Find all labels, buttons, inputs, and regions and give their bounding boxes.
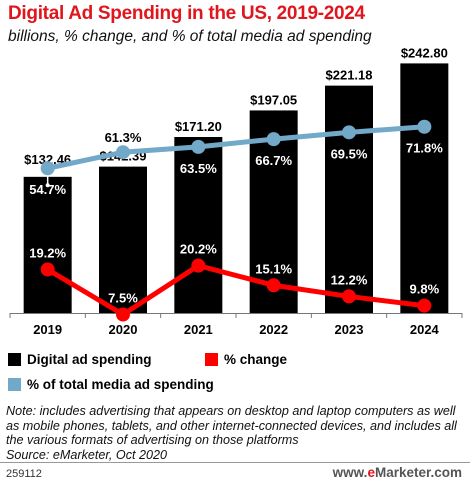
legend-label: Digital ad spending [27,352,152,367]
note-text: Note: includes advertising that appears … [6,404,457,447]
share-value-label-2021: 63.5% [180,161,217,176]
share-point-2021 [191,139,206,154]
bar-2019 [23,176,72,313]
legend-label: % change [224,352,288,367]
share-value-label-2022: 66.7% [255,153,292,168]
x-tick-label-2020: 2020 [109,322,138,337]
note-source: Source: eMarketer, Oct 2020 [6,447,168,462]
change-value-label-2022: 15.1% [255,261,292,276]
bar-value-label-2021: $171.20 [175,119,222,134]
share-value-label-2019: 54.7% [29,182,66,197]
chart-id: 259112 [6,468,42,480]
change-value-label-2020: 7.5% [108,291,138,306]
x-tick-label-2024: 2024 [410,322,440,337]
x-tick-label-2019: 2019 [33,322,62,337]
change-point-2022 [266,278,281,293]
bar-2020 [99,166,147,313]
share-line [47,124,425,171]
legend-swatch-blue [8,378,21,391]
chart-subtitle: billions, % change, and % of total media… [8,28,372,45]
share-value-label-2024: 71.8% [406,141,443,156]
footer-divider [0,462,470,463]
bar-2023 [325,85,373,314]
legend-item-percent-total-media: % of total media ad spending [8,377,214,392]
brand-e: e [367,465,375,480]
x-tick-label-2021: 2021 [184,322,213,337]
chart-title: Digital Ad Spending in the US, 2019-2024 [8,3,365,24]
legend-swatch-black [8,353,21,366]
change-value-label-2021: 20.2% [180,242,217,257]
bar-value-label-2024: $242.80 [401,45,448,60]
share-label-connector-dot [45,183,50,188]
legend-label: % of total media ad spending [27,377,214,392]
share-value-label-2023: 69.5% [331,146,368,161]
change-value-label-2019: 19.2% [29,245,66,260]
bar-2021 [174,137,223,313]
change-point-2024 [417,298,432,313]
change-point-2023 [342,289,356,304]
change-value-label-2023: 12.2% [331,272,368,287]
x-tick-label-2022: 2022 [259,322,288,337]
share-point-2020 [116,145,130,160]
brand-prefix: www. [332,465,368,480]
change-line [46,263,425,318]
combo-chart: 201920202021202220232024$132.46$142.39$1… [9,45,463,337]
bar-value-label-2023: $221.18 [326,68,373,83]
legend-swatch-red [205,353,218,366]
x-tick-label-2023: 2023 [335,322,364,337]
bar-value-label-2022: $197.05 [250,92,297,107]
share-point-2022 [266,132,281,147]
change-value-label-2024: 9.8% [410,282,440,297]
legend-item-digital-ad-spending: Digital ad spending [8,352,152,367]
share-point-2019 [40,161,55,176]
share-point-2023 [342,125,356,140]
brand-url[interactable]: www.eMarketer.com [333,465,462,480]
change-point-2019 [40,262,55,277]
bar-2024 [400,63,449,314]
chart-note: Note: includes advertising that appears … [6,404,468,462]
share-value-label-2020: 61.3% [105,130,142,145]
share-point-2024 [417,119,432,134]
legend-item-percent-change: % change [205,352,287,367]
brand-rest: Marketer.com [374,465,462,480]
change-point-2021 [191,258,206,273]
change-point-2020 [116,307,130,322]
